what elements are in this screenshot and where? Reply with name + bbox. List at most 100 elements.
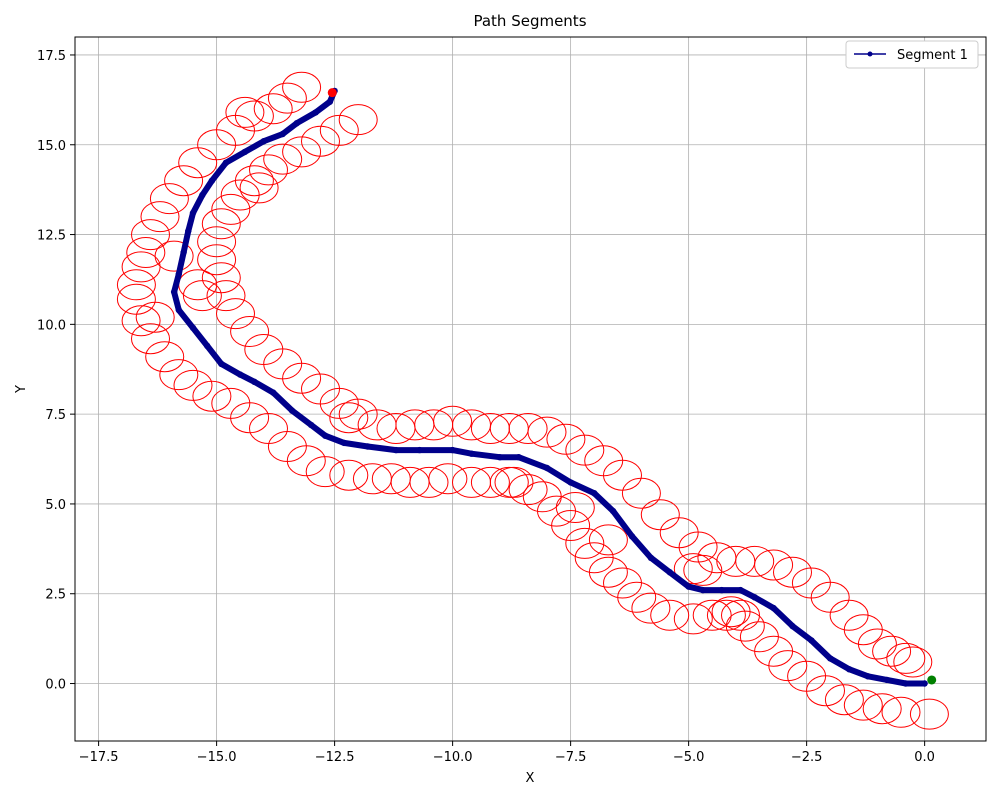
obstacle-circle (282, 71, 322, 103)
obstacle-circle (371, 463, 411, 495)
endpoint-markers (327, 88, 937, 685)
obstacle-circle (909, 698, 949, 730)
obstacle-circle (329, 459, 369, 491)
series-point (751, 594, 758, 601)
series-point (543, 464, 551, 472)
obstacle-circle (508, 474, 548, 506)
series-point (449, 446, 456, 454)
series-point (175, 306, 182, 314)
obstacle-circle (263, 143, 303, 175)
x-tick-label: −5.0 (673, 750, 705, 765)
series-point (864, 673, 872, 680)
chart-title: Path Segments (473, 12, 586, 30)
series-point (921, 680, 928, 687)
series-point (789, 622, 796, 630)
series-point (251, 378, 258, 385)
legend: Segment 1 (845, 40, 979, 69)
y-tick-label: 12.5 (37, 229, 66, 244)
series-point (392, 446, 400, 454)
series-point (666, 569, 673, 576)
obstacle-circle (201, 208, 241, 240)
obstacle-circle (154, 240, 194, 272)
obstacle-circle (739, 621, 779, 653)
obstacle-circle (164, 165, 204, 197)
obstacle-circle (239, 172, 279, 204)
obstacle-circle (843, 689, 883, 721)
series-point (718, 586, 725, 594)
series-point (468, 450, 475, 457)
series-point (699, 586, 706, 594)
obstacle-circle (145, 341, 185, 373)
legend-marker-segment-1 (867, 51, 873, 57)
legend-label-segment-1: Segment 1 (897, 48, 968, 63)
legend-box (845, 40, 979, 69)
obstacle-circle (352, 463, 392, 495)
series-point (567, 479, 574, 486)
x-axis-ticks: −17.5 −15.0 −12.5 −10.0 −7.5 −5.0 −2.5 0.0 (79, 741, 935, 765)
plot-area-frame (74, 36, 987, 742)
obstacle-circle (230, 316, 270, 347)
obstacle-circle (565, 527, 605, 559)
obstacle-circle (225, 96, 265, 128)
x-tick-label: −10.0 (433, 750, 473, 765)
series-point (647, 554, 655, 561)
obstacle-circle (319, 387, 359, 419)
obstacle-circle (754, 549, 794, 581)
obstacle-circle (131, 323, 170, 355)
series-point (312, 109, 319, 116)
obstacle-circle (721, 599, 760, 631)
x-tick-label: −7.5 (555, 750, 587, 765)
series-point (364, 443, 371, 450)
obstacle-circle (683, 554, 723, 586)
obstacle-circle (546, 423, 586, 455)
series-point (260, 138, 267, 145)
obstacle-circle (249, 154, 288, 186)
series-point (326, 98, 334, 105)
obstacle-circle (470, 466, 510, 498)
series-point (609, 507, 617, 515)
series-point (591, 490, 598, 497)
obstacle-circle (116, 269, 156, 301)
obstacle-circle (494, 466, 534, 498)
series-point (496, 454, 503, 461)
series-point (218, 360, 225, 368)
y-tick-label: 2.5 (45, 588, 66, 603)
obstacle-circle (508, 413, 548, 444)
obstacle-circle (234, 100, 274, 132)
obstacle-circle (824, 684, 864, 716)
obstacle-circle (621, 477, 661, 509)
series-point (279, 130, 286, 138)
obstacle-circle (282, 362, 322, 394)
obstacle-circle (857, 628, 897, 660)
obstacle-circle (197, 244, 237, 276)
obstacle-circle (881, 696, 921, 728)
obstacle-circle (211, 387, 251, 419)
obstacle-circle (872, 635, 912, 667)
obstacle-circle (131, 219, 170, 251)
y-axis-title: Y (14, 385, 29, 394)
obstacle-circle (603, 567, 642, 599)
obstacle-circle (588, 524, 628, 556)
obstacle-circle (216, 298, 255, 330)
x-tick-label: −15.0 (197, 750, 237, 765)
obstacle-circle (631, 592, 671, 624)
series-point (222, 159, 230, 166)
obstacle-circle (555, 492, 595, 523)
obstacle-circle (338, 104, 378, 136)
obstacle-circle (192, 380, 232, 412)
obstacle-circle (787, 660, 827, 692)
obstacle-circles (116, 71, 949, 730)
obstacle-circle (735, 545, 775, 577)
obstacle-circle (249, 413, 288, 444)
y-axis-ticks: 0.0 2.5 5.0 7.5 10.0 12.5 15.0 17.5 (37, 49, 75, 693)
series-point (208, 177, 216, 184)
obstacle-circle (574, 542, 614, 574)
obstacle-circle (692, 599, 732, 631)
obstacle-circle (121, 305, 161, 337)
x-tick-label: −2.5 (791, 750, 823, 765)
series-point (737, 586, 744, 594)
obstacle-circle (893, 646, 933, 678)
series-point (685, 583, 692, 590)
obstacle-circle (253, 93, 293, 125)
